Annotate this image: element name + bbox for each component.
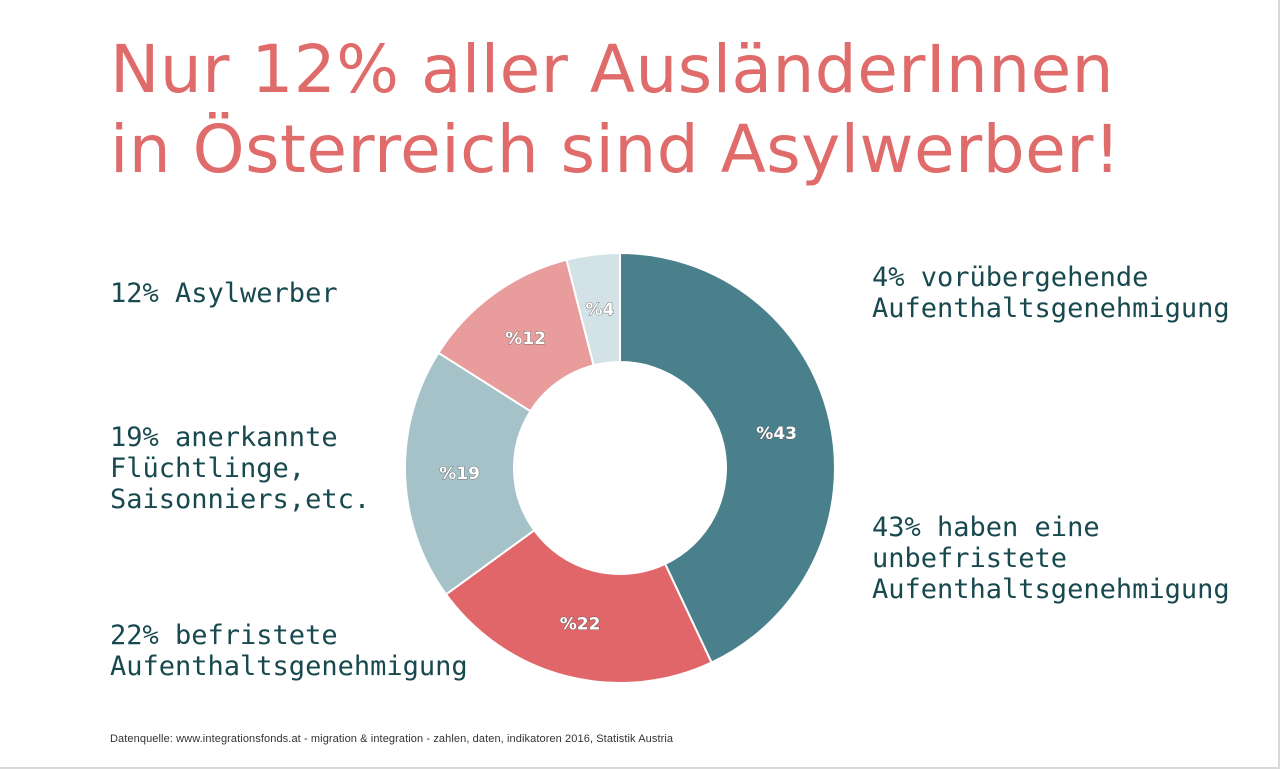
annotation-line: 12% Asylwerber <box>110 278 338 309</box>
title-line-1: Nur 12% aller AusländerInnen <box>110 31 1114 108</box>
slice-label-4: %4 <box>585 300 614 320</box>
donut-slice-19 <box>404 351 536 596</box>
slice-label-19: %19 <box>439 464 480 484</box>
donut-slice-43 <box>619 251 836 664</box>
annotation-line: Flüchtlinge, <box>110 453 306 484</box>
data-source: Datenquelle: www.integrationsfonds.at - … <box>110 733 674 745</box>
donut-slice-22 <box>444 528 713 684</box>
annotation-befristete: 22% befristete Aufenthaltsgenehmigung <box>110 620 468 682</box>
donut-slice-4 <box>565 251 621 367</box>
annotation-line: unbefristete <box>872 543 1068 574</box>
annotation-line: Aufenthaltsgenehmigung <box>872 574 1230 605</box>
annotation-asylwerber: 12% Asylwerber <box>110 278 338 309</box>
slice-label-43: %43 <box>756 424 797 444</box>
annotation-line: Aufenthaltsgenehmigung <box>872 293 1230 324</box>
annotation-line: Aufenthaltsgenehmigung <box>110 651 468 682</box>
annotation-line: 43% haben eine <box>872 512 1100 543</box>
annotation-anerkannte-fluechtlinge: 19% anerkannte Flüchtlinge, Saisonniers,… <box>110 422 370 515</box>
annotation-line: 4% vorübergehende <box>872 262 1149 293</box>
slice-label-12: %12 <box>505 329 546 349</box>
annotation-line: 19% anerkannte <box>110 422 338 453</box>
chart-title: Nur 12% aller AusländerInnen in Österrei… <box>110 30 1230 190</box>
annotation-voruebergehende: 4% vorübergehende Aufenthaltsgenehmigung <box>872 262 1230 324</box>
annotation-line: 22% befristete <box>110 620 338 651</box>
title-line-2: in Österreich sind Asylwerber! <box>110 111 1121 188</box>
annotation-unbefristete: 43% haben eine unbefristete Aufenthaltsg… <box>872 512 1230 605</box>
annotation-line: Saisonniers,etc. <box>110 484 371 515</box>
slice-label-22: %22 <box>560 614 601 634</box>
